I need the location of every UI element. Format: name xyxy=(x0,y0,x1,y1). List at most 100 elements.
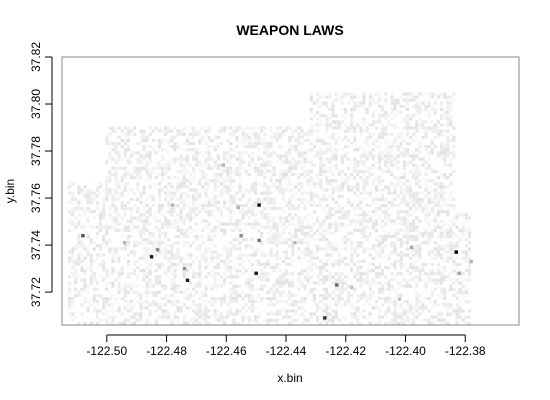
heatmap-cell-background xyxy=(325,198,328,201)
heatmap-cell-background xyxy=(325,151,328,154)
heatmap-cell-background xyxy=(130,316,133,319)
heatmap-cell-background xyxy=(167,142,170,145)
heatmap-cell-background xyxy=(251,297,254,300)
heatmap-cell-background xyxy=(387,213,390,216)
heatmap-cell-background xyxy=(161,241,164,244)
heatmap-cell-background xyxy=(111,204,114,207)
heatmap-cell-background xyxy=(400,210,403,213)
heatmap-cell-background xyxy=(273,207,276,210)
heatmap-cell-background xyxy=(71,257,74,260)
heatmap-cell-background xyxy=(80,294,83,297)
heatmap-cell-background xyxy=(167,300,170,303)
heatmap-cell-background xyxy=(341,303,344,306)
heatmap-cell-background xyxy=(446,145,449,148)
heatmap-cell-background xyxy=(195,158,198,161)
heatmap-cell-background xyxy=(378,322,381,325)
heatmap-cell-background xyxy=(173,303,176,306)
heatmap-cell-background xyxy=(273,319,276,322)
heatmap-cell-background xyxy=(254,167,257,170)
heatmap-cell-background xyxy=(387,192,390,195)
heatmap-cell-background xyxy=(316,204,319,207)
heatmap-cell-background xyxy=(251,189,254,192)
heatmap-cell-background xyxy=(90,322,93,325)
heatmap-cell-background xyxy=(111,167,114,170)
heatmap-cell-background xyxy=(369,303,372,306)
heatmap-cell-background xyxy=(177,133,180,136)
heatmap-cell-background xyxy=(465,278,468,281)
heatmap-cell-background xyxy=(400,254,403,257)
heatmap-cell-background xyxy=(446,210,449,213)
heatmap-cell-background xyxy=(307,272,310,275)
heatmap-cell-background xyxy=(350,173,353,176)
heatmap-cell-background xyxy=(400,282,403,285)
heatmap-cell-background xyxy=(437,223,440,226)
heatmap-cell-background xyxy=(415,192,418,195)
heatmap-cell-background xyxy=(248,127,251,130)
heatmap-cell-background xyxy=(93,216,96,219)
heatmap-cell-background xyxy=(195,151,198,154)
heatmap-cell-background xyxy=(465,254,468,257)
heatmap-cell-background xyxy=(121,216,124,219)
heatmap-cell-background xyxy=(390,263,393,266)
heatmap-cell-background xyxy=(375,238,378,241)
heatmap-cell-background xyxy=(291,319,294,322)
heatmap-cell-background xyxy=(223,272,226,275)
heatmap-cell-background xyxy=(446,136,449,139)
heatmap-cell-background xyxy=(167,313,170,316)
heatmap-cell-background xyxy=(177,285,180,288)
heatmap-cell-background xyxy=(229,260,232,263)
heatmap-cell-background xyxy=(204,182,207,185)
heatmap-cell-background xyxy=(214,266,217,269)
heatmap-cell-background xyxy=(235,269,238,272)
heatmap-cell-background xyxy=(397,176,400,179)
heatmap-cell-background xyxy=(301,313,304,316)
heatmap-cell-background xyxy=(155,269,158,272)
heatmap-cell-background xyxy=(403,220,406,223)
heatmap-cell-background xyxy=(254,130,257,133)
heatmap-cell-background xyxy=(409,313,412,316)
heatmap-cell-background xyxy=(183,272,186,275)
heatmap-cell-background xyxy=(170,294,173,297)
heatmap-cell-background xyxy=(403,192,406,195)
heatmap-cell-background xyxy=(242,145,245,148)
heatmap-cell-background xyxy=(363,309,366,312)
heatmap-cell-background xyxy=(394,99,397,102)
heatmap-cell-background xyxy=(115,251,118,254)
heatmap-cell-background xyxy=(276,254,279,257)
heatmap-cell-background xyxy=(173,313,176,316)
heatmap-cell-background xyxy=(195,238,198,241)
heatmap-cell-background xyxy=(409,226,412,229)
heatmap-cell-background xyxy=(71,285,74,288)
heatmap-cell-background xyxy=(130,176,133,179)
heatmap-cell-background xyxy=(71,182,74,185)
heatmap-cell-background xyxy=(412,127,415,130)
heatmap-cell-background xyxy=(177,130,180,133)
heatmap-cell-background xyxy=(390,164,393,167)
heatmap-cell-background xyxy=(118,285,121,288)
heatmap-cell-background xyxy=(102,313,105,316)
heatmap-cell-background xyxy=(418,182,421,185)
heatmap-cell-background xyxy=(254,192,257,195)
heatmap-cell-background xyxy=(381,238,384,241)
heatmap-cell-background xyxy=(80,303,83,306)
heatmap-cell-background xyxy=(158,278,161,281)
heatmap-cell-background xyxy=(353,161,356,164)
heatmap-cell-background xyxy=(400,179,403,182)
heatmap-cell-background xyxy=(248,316,251,319)
heatmap-cell-background xyxy=(77,263,80,266)
heatmap-cell-background xyxy=(384,192,387,195)
heatmap-cell-background xyxy=(400,198,403,201)
heatmap-cell-background xyxy=(390,322,393,325)
heatmap-cell-background xyxy=(71,313,74,316)
heatmap-cell-background xyxy=(397,306,400,309)
heatmap-cell-background xyxy=(319,235,322,238)
heatmap-cell-background xyxy=(198,263,201,266)
heatmap-cell-background xyxy=(133,254,136,257)
heatmap-cell-background xyxy=(307,130,310,133)
heatmap-cell-background xyxy=(133,198,136,201)
heatmap-cell-background xyxy=(381,210,384,213)
heatmap-cell-background xyxy=(406,247,409,250)
heatmap-cell-background xyxy=(431,272,434,275)
heatmap-cell-background xyxy=(180,210,183,213)
heatmap-cell-background xyxy=(409,309,412,312)
